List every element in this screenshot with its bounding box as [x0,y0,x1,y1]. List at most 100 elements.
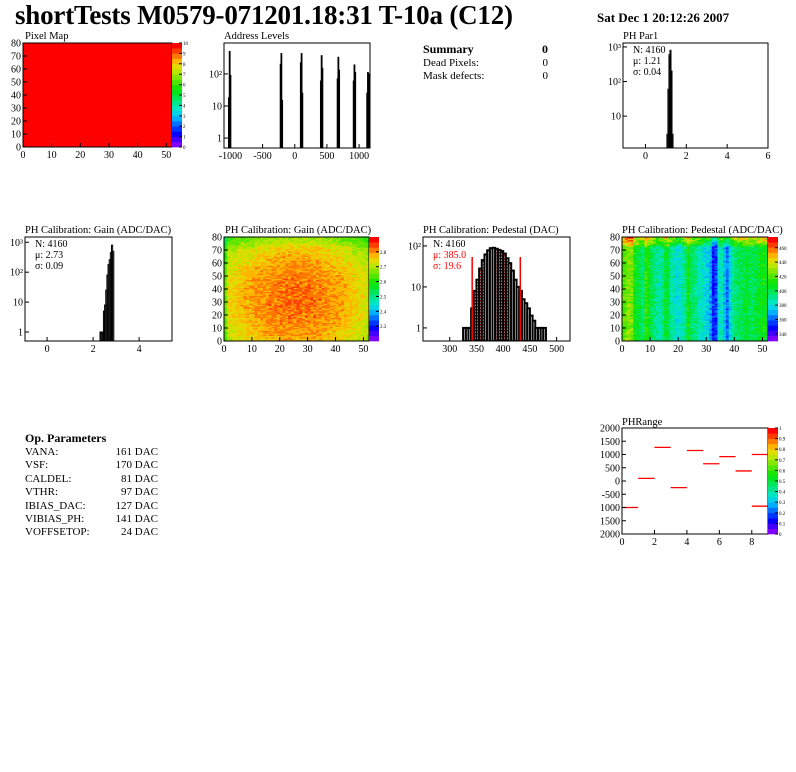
heatmap-cell [265,238,269,240]
heatmap-cell [276,335,281,338]
heatmap-cell [313,312,317,314]
heatmap-cell [224,289,228,291]
heatmap-cell [235,243,239,246]
heatmap-cell [318,286,322,288]
heatmap-cell [355,273,359,275]
heatmap-cell [299,266,303,269]
heatmap-cell [307,265,311,268]
heatmap-cell [338,311,342,313]
heatmap-cell [324,309,328,312]
histogram-bin [338,69,341,148]
heatmap-cell [633,320,637,322]
heatmap-cell [229,253,233,256]
heatmap-cell [285,250,289,252]
heatmap-cell [633,266,637,269]
param-row: VOFFSETOP: 24 DAC [25,526,158,539]
heatmap-cell [296,331,300,334]
heatmap-cell [335,282,339,285]
heatmap-cell [237,305,242,308]
heatmap-cell [237,243,242,246]
heatmap-cell [265,315,269,317]
heatmap-cell [360,250,364,252]
heatmap-cell [268,294,272,296]
heatmap-cell [299,237,303,239]
heatmap-cell [307,316,311,318]
heatmap-cell [246,338,250,340]
summary-value: 0 [542,57,549,69]
heatmap-cell [276,296,281,299]
heatmap-cell [338,242,342,244]
heatmap-cell [293,311,297,313]
heatmap-cell [355,325,359,327]
heatmap-cell [260,321,264,324]
heatmap-cell [318,329,322,331]
heatmap-cell [316,335,320,338]
heatmap-cell [636,317,640,320]
heatmap-cell [285,264,289,266]
heatmap-cell [324,242,328,244]
colorbar-band [172,43,182,49]
heatmap-cell [355,312,359,314]
heatmap-cell [229,289,233,291]
heatmap-cell [332,292,336,295]
heatmap-cell [622,273,626,275]
heatmap-cell [224,276,228,278]
summary-title: Summary [423,42,474,56]
heatmap-cell [240,339,244,341]
heatmap-cell [304,309,308,312]
heatmap-cell [265,274,269,277]
heatmap-cell [260,272,264,274]
heatmap-cell [279,238,283,240]
heatmap-cell [274,334,278,337]
heatmap-cell [276,329,281,331]
heatmap-cell [360,291,364,294]
heatmap-cell [279,250,283,252]
heatmap-cell [232,270,236,273]
heatmap-cell [327,272,331,274]
heatmap-cell [304,264,308,266]
heatmap-cell [243,305,247,308]
heatmap-cell [310,291,314,294]
heatmap-cell [276,333,281,335]
heatmap-cell [229,277,233,279]
heatmap-cell [310,274,314,277]
heatmap-cell [279,298,283,300]
heatmap-cell [224,330,228,333]
heatmap-cell [285,315,289,317]
heatmap-cell [313,317,317,320]
heatmap-cell [276,330,281,333]
heatmap-cell [324,302,328,304]
heatmap-cell [293,315,297,317]
heatmap-cell [630,286,634,288]
heatmap-cell [630,247,634,249]
heatmap-cell [229,326,233,329]
heatmap-cell [332,259,336,261]
heatmap-cell [293,292,297,295]
heatmap-cell [324,261,328,264]
heatmap-cell [288,308,292,311]
heatmap-cell [288,333,292,335]
heatmap-cell [224,256,228,259]
heatmap-cell [332,315,336,317]
heatmap-cell [304,299,308,301]
heatmap-cell [366,304,369,307]
heatmap-cell [329,329,334,331]
heatmap-cell [360,309,364,312]
heatmap-cell [279,240,283,243]
heatmap-cell [313,243,317,246]
heatmap-cell [310,252,314,255]
heatmap-cell [235,307,239,309]
heatmap-cell [343,240,347,243]
heatmap-cell [307,242,311,244]
heatmap-cell [246,294,250,296]
heatmap-cell [251,321,255,324]
heatmap-cell [307,252,311,255]
heatmap-cell [352,285,356,287]
heatmap-cell [341,251,345,253]
heatmap-cell [622,256,626,259]
heatmap-cell [288,266,292,269]
heatmap-cell [246,289,250,291]
heatmap-cell [285,338,289,340]
heatmap-cell [240,240,244,243]
